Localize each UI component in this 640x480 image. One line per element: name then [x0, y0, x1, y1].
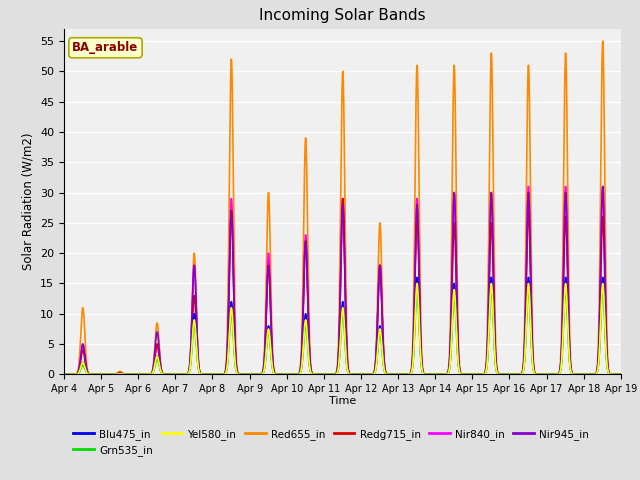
Yel580_in [60, 372, 68, 377]
Nir840_in [371, 368, 378, 374]
Line: Nir945_in: Nir945_in [64, 186, 621, 374]
Yel580_in [371, 370, 378, 376]
Yel580_in [504, 372, 512, 377]
Yel580_in [568, 371, 575, 376]
Nir945_in [617, 372, 625, 377]
Red655_in [583, 372, 591, 377]
Red655_in [358, 372, 366, 377]
Redg715_in [216, 372, 223, 377]
Blu475_in [60, 372, 68, 377]
Grn535_in [60, 372, 68, 377]
Blu475_in [358, 372, 366, 377]
Nir840_in [568, 370, 575, 375]
Redg715_in [504, 372, 512, 377]
Line: Blu475_in: Blu475_in [64, 277, 621, 374]
Yel580_in [358, 372, 366, 377]
Grn535_in [504, 372, 512, 377]
Nir840_in [216, 372, 223, 377]
Blu475_in [584, 372, 591, 377]
Nir945_in [216, 372, 223, 377]
Nir945_in [568, 369, 575, 375]
Redg715_in [60, 372, 68, 377]
Blu475_in [568, 371, 575, 376]
Grn535_in [413, 287, 421, 292]
Redg715_in [568, 370, 575, 376]
Red655_in [216, 372, 223, 377]
Redg715_in [617, 372, 625, 377]
Grn535_in [617, 372, 625, 377]
Redg715_in [339, 196, 347, 202]
Nir945_in [504, 372, 512, 377]
Redg715_in [359, 372, 367, 377]
Nir840_in [504, 372, 512, 377]
Nir945_in [60, 372, 68, 377]
Red655_in [599, 38, 607, 44]
Blu475_in [504, 372, 512, 377]
Legend: Blu475_in, Grn535_in, Yel580_in, Red655_in, Redg715_in, Nir840_in, Nir945_in: Blu475_in, Grn535_in, Yel580_in, Red655_… [69, 424, 593, 460]
Nir945_in [599, 183, 607, 189]
Nir840_in [584, 372, 591, 377]
Line: Redg715_in: Redg715_in [64, 199, 621, 374]
Title: Incoming Solar Bands: Incoming Solar Bands [259, 9, 426, 24]
Redg715_in [584, 372, 591, 377]
Red655_in [568, 367, 575, 373]
Yel580_in [216, 372, 223, 377]
Grn535_in [358, 372, 366, 377]
Nir945_in [371, 368, 378, 374]
Grn535_in [568, 371, 575, 376]
Yel580_in [413, 281, 421, 287]
Nir840_in [525, 183, 532, 189]
X-axis label: Time: Time [329, 396, 356, 406]
Redg715_in [371, 367, 379, 373]
Line: Yel580_in: Yel580_in [64, 284, 621, 374]
Grn535_in [216, 372, 223, 377]
Text: BA_arable: BA_arable [72, 41, 139, 54]
Blu475_in [617, 372, 625, 377]
Blu475_in [371, 370, 378, 376]
Nir945_in [358, 372, 366, 377]
Blu475_in [413, 275, 421, 280]
Nir945_in [583, 372, 591, 377]
Line: Red655_in: Red655_in [64, 41, 621, 374]
Y-axis label: Solar Radiation (W/m2): Solar Radiation (W/m2) [22, 133, 35, 270]
Grn535_in [584, 372, 591, 377]
Line: Nir840_in: Nir840_in [64, 186, 621, 374]
Red655_in [617, 372, 625, 377]
Red655_in [371, 367, 378, 373]
Nir840_in [617, 372, 625, 377]
Yel580_in [584, 372, 591, 377]
Blu475_in [216, 372, 223, 377]
Red655_in [60, 372, 68, 377]
Grn535_in [371, 370, 378, 376]
Red655_in [504, 372, 512, 377]
Yel580_in [617, 372, 625, 377]
Nir840_in [60, 372, 68, 377]
Line: Grn535_in: Grn535_in [64, 289, 621, 374]
Nir840_in [358, 372, 366, 377]
